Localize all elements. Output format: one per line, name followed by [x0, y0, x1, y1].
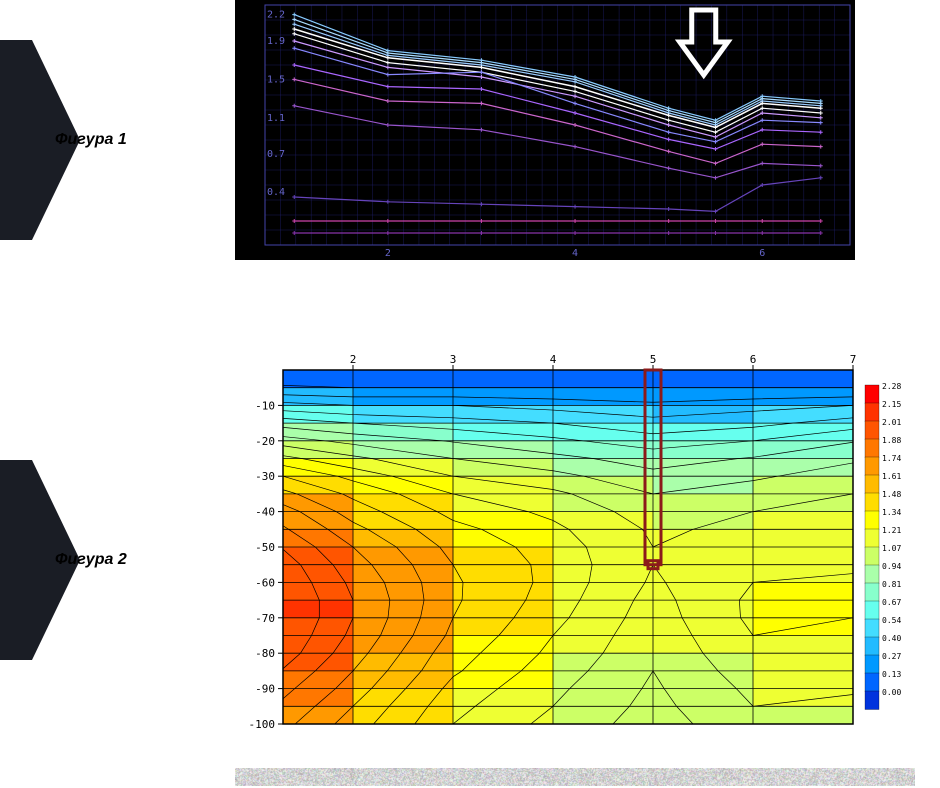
- svg-text:-90: -90: [255, 683, 275, 696]
- svg-text:2.01: 2.01: [882, 418, 901, 427]
- svg-text:2.15: 2.15: [882, 400, 901, 409]
- figure2-chart: 2 3 4 5 6 7 -10 -20 -30 -40 -50 -60 -70 -80 -90 -100 2.2…: [235, 350, 915, 730]
- svg-text:1.5: 1.5: [267, 74, 285, 85]
- figure1-label-block: Фигура 1: [0, 40, 190, 240]
- svg-text:1.9: 1.9: [267, 36, 285, 47]
- svg-text:0.94: 0.94: [882, 562, 901, 571]
- figure1-svg: 2.2 1.9 1.5 1.1 0.7 0.4 2 4 6: [235, 0, 855, 260]
- svg-text:-100: -100: [249, 718, 276, 730]
- svg-text:0.54: 0.54: [882, 616, 901, 625]
- svg-text:-20: -20: [255, 435, 275, 448]
- svg-text:0.67: 0.67: [882, 598, 901, 607]
- svg-text:1.1: 1.1: [267, 113, 285, 124]
- svg-text:6: 6: [759, 248, 765, 259]
- svg-text:4: 4: [572, 248, 578, 259]
- svg-text:0.40: 0.40: [882, 634, 901, 643]
- svg-text:-80: -80: [255, 647, 275, 660]
- figure2-label: Фигура 2: [55, 551, 127, 569]
- svg-text:0.4: 0.4: [267, 187, 285, 198]
- figure2-svg: 2 3 4 5 6 7 -10 -20 -30 -40 -50 -60 -70 -80 -90 -100 2.2…: [235, 350, 915, 730]
- svg-text:-30: -30: [255, 470, 275, 483]
- svg-text:4: 4: [550, 353, 557, 366]
- svg-text:-10: -10: [255, 399, 275, 412]
- svg-text:1.34: 1.34: [882, 508, 901, 517]
- svg-text:2.2: 2.2: [267, 10, 285, 21]
- svg-text:0.7: 0.7: [267, 149, 285, 160]
- svg-text:-50: -50: [255, 541, 275, 554]
- svg-text:7: 7: [850, 353, 857, 366]
- svg-text:2: 2: [385, 248, 391, 259]
- svg-text:5: 5: [650, 353, 657, 366]
- svg-text:1.21: 1.21: [882, 526, 901, 535]
- svg-text:0.13: 0.13: [882, 670, 901, 679]
- svg-text:1.07: 1.07: [882, 544, 901, 553]
- svg-text:0.81: 0.81: [882, 580, 901, 589]
- svg-text:2: 2: [350, 353, 357, 366]
- svg-text:2.28: 2.28: [882, 382, 901, 391]
- noise-bar: [235, 768, 915, 786]
- figure1-chart: 2.2 1.9 1.5 1.1 0.7 0.4 2 4 6: [235, 0, 855, 260]
- svg-text:-60: -60: [255, 576, 275, 589]
- figure2-label-block: Фигура 2: [0, 460, 190, 660]
- figure1-label: Фигура 1: [55, 131, 127, 149]
- svg-text:-70: -70: [255, 612, 275, 625]
- svg-text:3: 3: [450, 353, 457, 366]
- svg-text:-40: -40: [255, 506, 275, 519]
- svg-text:0.27: 0.27: [882, 652, 901, 661]
- svg-text:1.48: 1.48: [882, 490, 901, 499]
- svg-text:1.61: 1.61: [882, 472, 901, 481]
- svg-text:1.88: 1.88: [882, 436, 901, 445]
- svg-text:0.00: 0.00: [882, 688, 901, 697]
- svg-text:6: 6: [750, 353, 757, 366]
- svg-text:1.74: 1.74: [882, 454, 901, 463]
